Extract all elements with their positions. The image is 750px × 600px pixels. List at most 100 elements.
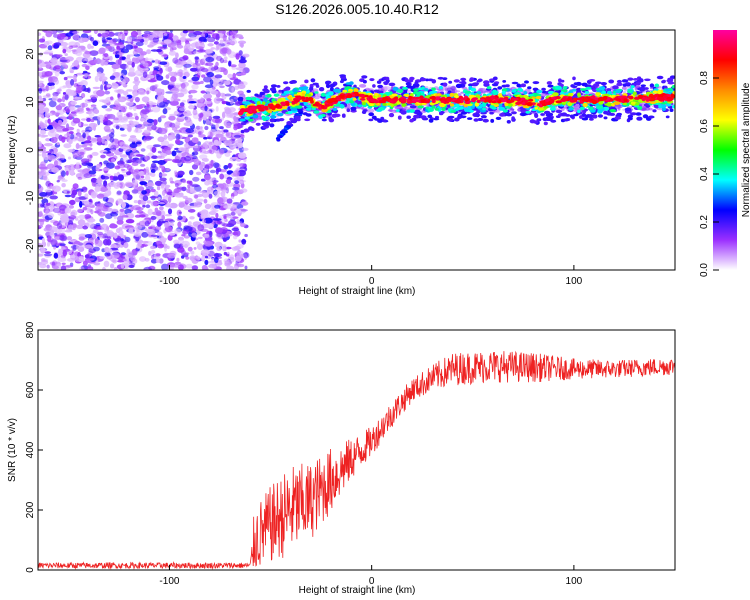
noise-cell [237, 90, 244, 96]
ridge-cell [467, 117, 473, 120]
noise-cell [167, 66, 173, 73]
noise-cell [178, 56, 188, 62]
noise-cell [81, 118, 87, 121]
noise-cell [218, 259, 222, 263]
noise-cell [106, 31, 110, 34]
noise-cell [67, 148, 76, 153]
noise-cell [102, 40, 107, 44]
noise-cell [175, 122, 181, 126]
ridge-cell [333, 113, 341, 118]
noise-cell [143, 33, 150, 38]
noise-cell [70, 100, 77, 105]
noise-cell [151, 106, 161, 113]
noise-cell [231, 227, 240, 232]
noise-cell [156, 95, 165, 102]
noise-cell [161, 215, 165, 221]
noise-cell [199, 154, 208, 160]
noise-cell [140, 163, 146, 167]
noise-cell [103, 160, 109, 165]
noise-cell [116, 190, 122, 195]
noise-cell [45, 62, 51, 69]
ridge-cell [669, 108, 674, 112]
noise-cell [182, 229, 190, 235]
noise-cell [169, 30, 173, 34]
noise-cell [50, 239, 58, 246]
noise-cell [133, 39, 142, 42]
noise-cell [219, 39, 224, 45]
noise-cell [167, 234, 173, 241]
ridge-cell [458, 106, 464, 110]
ridge-cell [368, 112, 375, 117]
noise-cell [224, 108, 232, 115]
ridge-cell [632, 78, 639, 81]
noise-cell [84, 140, 92, 144]
ridge-cell [295, 105, 303, 109]
noise-cell [213, 97, 221, 104]
ridge-cell [439, 102, 446, 108]
noise-cell [200, 80, 204, 84]
noise-cell [45, 218, 50, 223]
noise-cell [191, 137, 199, 144]
ridge-cell [388, 112, 395, 118]
ridge-cell [521, 83, 526, 88]
noise-cell [143, 39, 148, 46]
noise-cell [224, 93, 232, 97]
noise-cell [89, 94, 98, 99]
noise-cell [54, 42, 62, 47]
noise-cell [54, 65, 61, 70]
noise-cell [189, 180, 193, 186]
noise-cell [125, 212, 135, 219]
noise-cell [133, 76, 139, 82]
ridge-cell [540, 113, 545, 116]
noise-cell [47, 86, 53, 91]
noise-cell [86, 162, 93, 169]
noise-cell [221, 100, 226, 105]
noise-cell [110, 181, 117, 187]
noise-cell [61, 262, 66, 265]
noise-cell [231, 87, 235, 93]
noise-cell [45, 138, 51, 142]
ridge-cell [603, 116, 608, 120]
noise-cell [58, 232, 66, 236]
noise-cell [231, 204, 238, 209]
noise-cell [201, 264, 208, 270]
noise-cell [141, 201, 146, 205]
ridge-cell [588, 114, 594, 119]
ridge-cell [439, 112, 444, 116]
noise-cell [96, 71, 103, 78]
noise-cell [63, 190, 67, 195]
noise-cell [132, 105, 137, 111]
noise-cell [183, 48, 190, 55]
ridge-cell [339, 74, 346, 77]
noise-cell [80, 219, 86, 225]
noise-cell [58, 248, 63, 252]
ridge-cell [263, 85, 268, 89]
ridge-cell [382, 119, 387, 122]
noise-cell [175, 64, 183, 68]
noise-cell [181, 234, 186, 237]
ridge-cell [653, 104, 660, 109]
noise-cell [109, 223, 118, 229]
ridge-cell [642, 114, 649, 119]
noise-cell [203, 76, 212, 83]
noise-cell [146, 90, 150, 95]
ridge-cell [562, 118, 570, 122]
ridge-cell [395, 109, 400, 113]
ridge-cell [314, 91, 319, 94]
noise-cell [40, 134, 49, 138]
noise-cell [200, 213, 208, 219]
ridge-cell [349, 100, 354, 104]
noise-cell [71, 66, 78, 70]
noise-cell [75, 217, 79, 221]
noise-cell [197, 224, 205, 232]
noise-cell [204, 180, 211, 186]
noise-cell [125, 44, 134, 50]
noise-cell [74, 109, 80, 113]
ridge-cell [276, 112, 284, 117]
ridge-cell [304, 79, 309, 84]
ridge-cell [353, 88, 359, 93]
ridge-cell [263, 122, 270, 127]
noise-cell [39, 98, 44, 102]
ridge-cell [328, 91, 334, 96]
noise-cell [40, 203, 46, 208]
